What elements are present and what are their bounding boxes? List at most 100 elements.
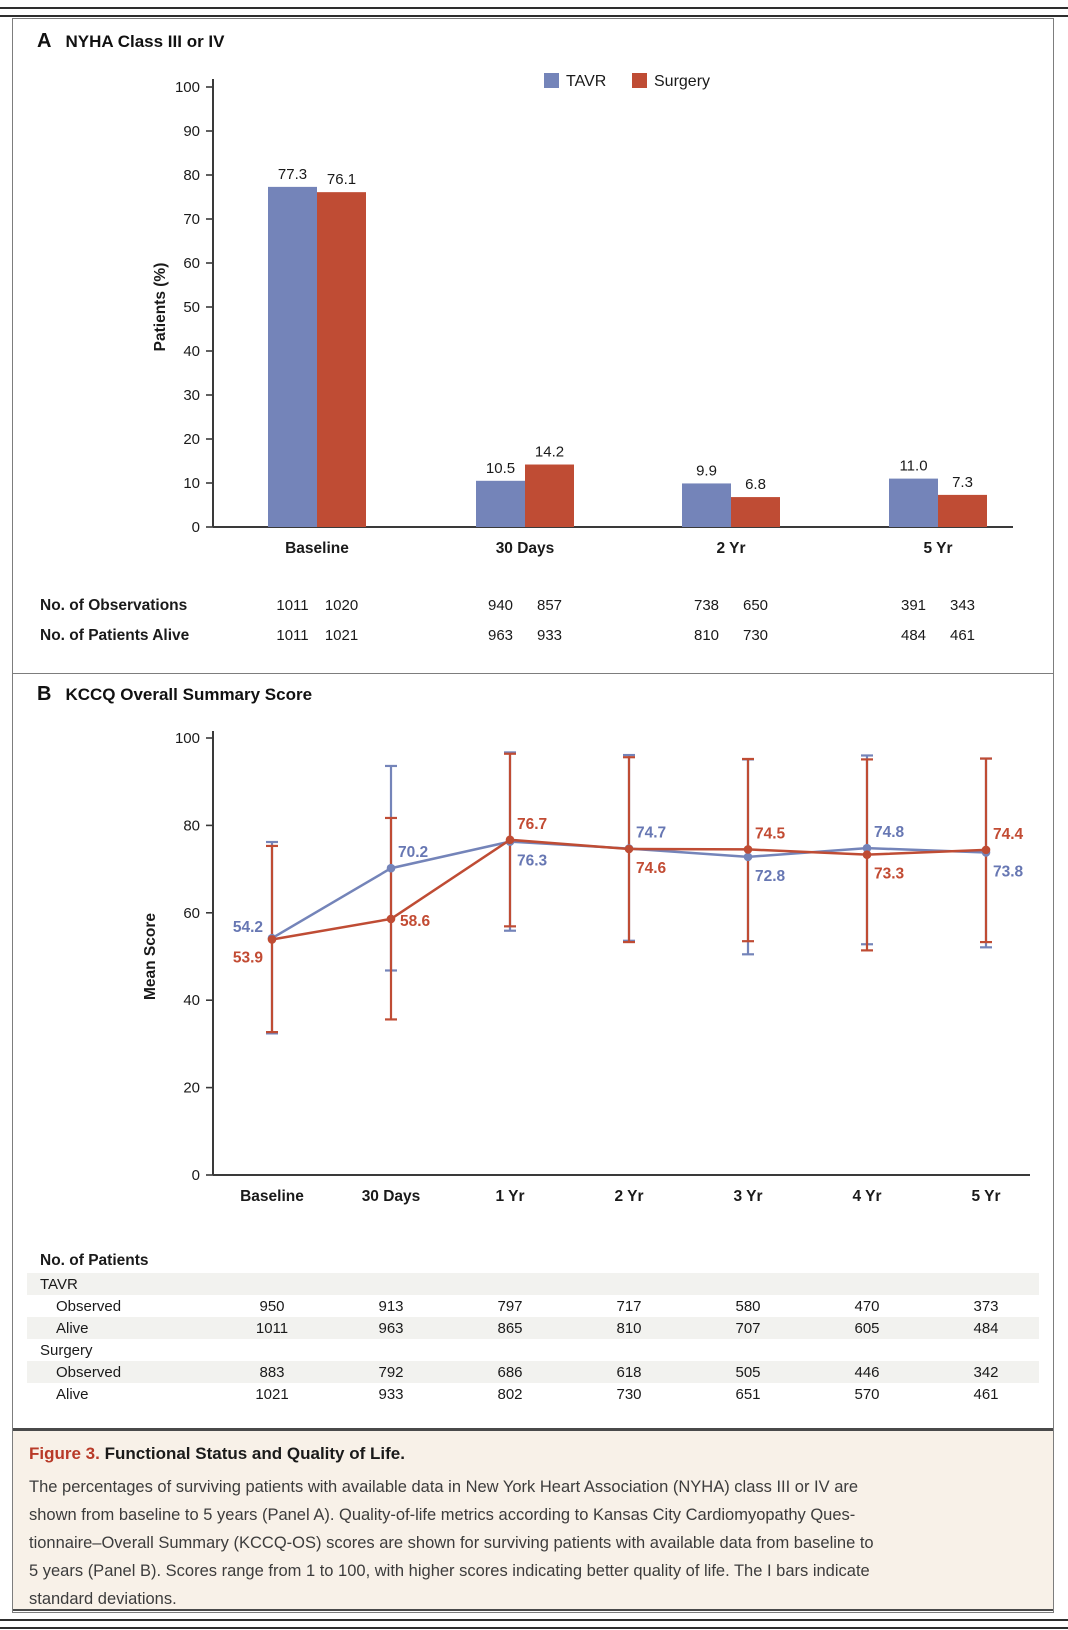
table-cell: 342 [973,1364,998,1381]
table-cell: 865 [497,1320,522,1337]
bar-surgery-2 [731,497,780,527]
table-cell: 730 [616,1386,641,1403]
table-cell: 651 [735,1386,760,1403]
data-point-surgery [743,845,753,854]
stats-value: 730 [743,627,768,644]
table-cell: 1011 [256,1320,288,1337]
table-cell: 950 [259,1298,284,1315]
y-tick-label: 70 [183,211,200,228]
bar-tavr-3 [889,478,938,527]
point-value-label: 74.4 [993,826,1024,843]
y-tick-label: 40 [183,343,200,360]
x-category-label: Baseline [285,540,349,557]
table-cell: 707 [735,1320,760,1337]
stats-row-label: No. of Patients Alive [40,627,190,644]
stats-value: 461 [950,627,975,644]
legend-label-tavr: TAVR [566,73,606,90]
data-point-surgery [624,844,634,854]
stats-row-label: No. of Observations [40,597,187,614]
data-point-tavr [862,843,872,853]
table-cell: 373 [973,1298,998,1315]
bar-value-label: 9.9 [696,462,717,479]
stats-value: 1021 [325,627,358,644]
x-category-label: 30 Days [496,540,555,557]
x-category-label: 2 Yr [614,1188,643,1205]
table-cell: 470 [854,1298,879,1315]
caption-figure-label: Figure 3. [29,1444,100,1463]
data-point-surgery [981,845,991,855]
stats-value: 963 [488,627,513,644]
x-category-label: 5 Yr [923,540,952,557]
panel-a-title: NYHA Class III or IV [65,32,225,51]
table-row-label: Alive [56,1320,89,1337]
table-stripe [27,1361,1039,1383]
bottom-double-rule [0,1619,1068,1629]
stats-value: 810 [694,627,719,644]
table-header: No. of Patients [40,1252,149,1269]
table-row-label: Observed [56,1298,121,1315]
panel-b-chart: 0 20 40 60 80 100 Mean Score Baseline 30 Days 1 Y… [27,730,1039,1403]
legend-label-surgery: Surgery [654,73,710,90]
point-value-label: 70.2 [398,844,428,861]
table-cell: 484 [973,1320,998,1337]
table-stripe [27,1273,1039,1295]
point-value-label: 72.8 [755,868,786,885]
x-category-label: 5 Yr [971,1188,1000,1205]
point-value-label: 76.7 [517,816,547,833]
caption-line: tionnaire–Overall Summary (KCCQ-OS) scor… [29,1534,874,1552]
stats-value: 1011 [276,627,308,644]
y-tick-label: 20 [183,1080,200,1097]
caption-title: Figure 3. Functional Status and Quality … [29,1444,1035,1464]
data-point-tavr [386,863,396,873]
data-point-surgery [862,850,872,859]
stats-value: 1020 [325,597,358,614]
table-cell: 963 [378,1320,403,1337]
stats-value: 391 [901,597,926,614]
y-tick-label: 0 [192,519,200,536]
table-cell: 461 [973,1386,998,1403]
y-tick-label: 100 [175,730,200,747]
bar-tavr-2 [682,483,731,527]
point-value-label: 74.7 [636,825,666,842]
y-tick-label: 80 [183,817,200,834]
panel-b-letter: B [37,683,52,705]
point-value-label: 53.9 [233,949,264,966]
table-row-label: TAVR [40,1276,78,1293]
caption-body: The percentages of surviving patients wi… [29,1473,1035,1613]
point-value-label: 58.6 [400,913,431,930]
stats-value: 1011 [276,597,308,614]
panel-a-header: A NYHA Class III or IV [37,30,224,53]
table-row-label: Alive [56,1386,89,1403]
y-tick-label: 80 [183,167,200,184]
x-category-label: 2 Yr [716,540,745,557]
bar-tavr-1 [476,480,525,527]
data-point-surgery [505,835,515,845]
bar-value-label: 76.1 [327,171,356,188]
panel-b-title: KCCQ Overall Summary Score [65,685,313,704]
x-category-label: 4 Yr [852,1188,881,1205]
table-cell: 570 [854,1386,879,1403]
stats-value: 484 [901,627,926,644]
stats-value: 650 [743,597,768,614]
x-category-label: 3 Yr [733,1188,762,1205]
point-value-label: 73.3 [874,866,905,883]
y-tick-label: 90 [183,123,200,140]
caption-line: The percentages of surviving patients wi… [29,1478,859,1496]
data-point-surgery [267,935,277,944]
data-point-tavr [743,852,753,862]
y-tick-label: 0 [192,1167,200,1184]
table-cell: 1021 [255,1386,288,1403]
legend-swatch-surgery [632,73,647,88]
stats-value: 933 [537,627,562,644]
bar-surgery-3 [938,494,987,527]
stats-value: 343 [950,597,975,614]
point-value-label: 74.5 [755,825,786,842]
bar-value-label: 11.0 [899,458,927,475]
y-tick-label: 50 [183,299,200,316]
point-value-label: 74.6 [636,860,667,877]
panel-b-header: B KCCQ Overall Summary Score [37,683,312,706]
table-cell: 883 [259,1364,284,1381]
bar-surgery-0 [317,192,366,527]
y-tick-label: 10 [183,475,200,492]
table-cell: 446 [854,1364,879,1381]
